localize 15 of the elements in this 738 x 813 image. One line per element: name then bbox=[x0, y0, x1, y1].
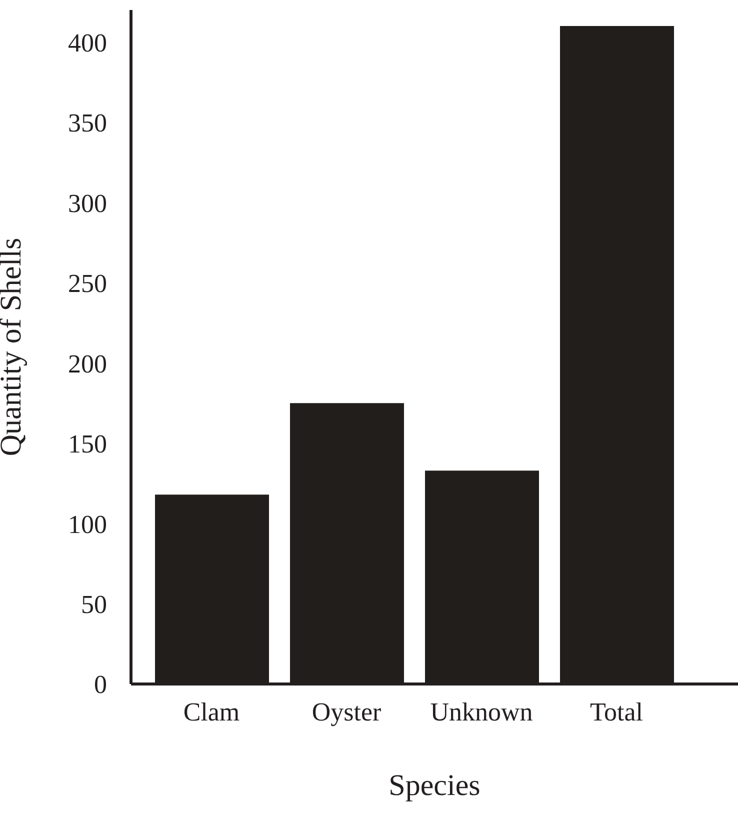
y-tick-label: 300 bbox=[68, 188, 107, 218]
x-axis-title: Species bbox=[388, 769, 480, 802]
x-tick-label: Clam bbox=[183, 697, 240, 726]
y-tick-label: 50 bbox=[81, 590, 107, 619]
y-tick-label: 100 bbox=[68, 510, 107, 539]
y-tick-label: 250 bbox=[68, 269, 107, 298]
y-tick-label: 350 bbox=[68, 108, 107, 138]
x-tick-label: Oyster bbox=[312, 697, 382, 726]
y-tick-label: 150 bbox=[68, 430, 107, 459]
y-tick-label: 400 bbox=[68, 28, 107, 58]
y-tick-label: 200 bbox=[68, 349, 107, 378]
x-tick-label: Unknown bbox=[430, 697, 533, 726]
x-tick-label: Total bbox=[590, 697, 644, 726]
y-axis-title: Quantity of Shells bbox=[0, 238, 28, 456]
y-tick-label: 0 bbox=[94, 670, 107, 700]
